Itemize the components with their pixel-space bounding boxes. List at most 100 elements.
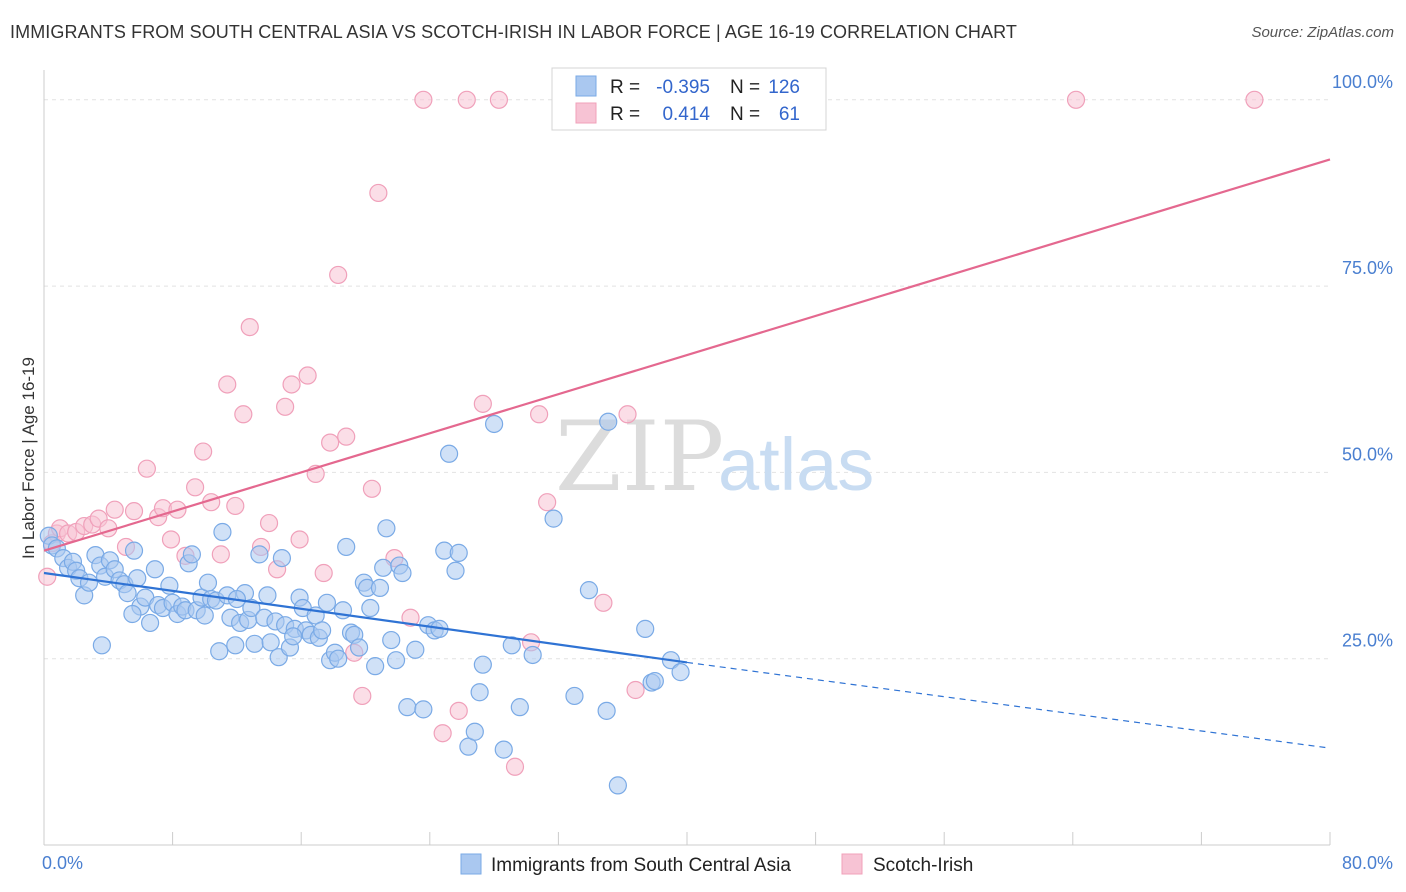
scotch-irish-point [161, 530, 181, 549]
y-tick-labels: 25.0% 50.0% 75.0% 100.0% [1332, 72, 1393, 651]
scotch-irish-point [234, 405, 253, 424]
scotch-irish-point [276, 397, 295, 416]
x-tick-label-min: 0.0% [42, 853, 83, 873]
south-central-asia-point [671, 663, 690, 682]
legend-box [551, 67, 827, 131]
legend-n-label: N = [730, 104, 760, 125]
south-central-asia-point [140, 613, 160, 633]
scotch-irish-point [314, 563, 333, 583]
south-central-asia-point [317, 593, 337, 612]
south-central-asia-point [386, 651, 406, 670]
south-central-asia-point [118, 584, 137, 603]
scotch-irish-point [298, 366, 317, 385]
south-central-asia-point [272, 549, 292, 568]
south-central-asia-point [182, 545, 201, 564]
south-central-asia-point [485, 414, 504, 434]
scotch-irish-point [594, 593, 613, 612]
scotch-irish-point [530, 405, 549, 424]
legend-swatch-pink [575, 102, 597, 124]
scotch-irish-trend-line [43, 158, 1331, 552]
source-label: Source: ZipAtlas.com [1251, 24, 1394, 41]
south-central-asia-point [329, 649, 348, 668]
series-legend: Immigrants from South Central Asia Scotc… [460, 853, 973, 876]
scotch-irish-point [362, 479, 382, 498]
south-central-asia-point [145, 560, 165, 579]
scotch-irish-point [259, 513, 279, 533]
south-central-asia-point [565, 686, 584, 706]
scotch-irish-point [414, 90, 433, 109]
south-central-asia-point [92, 636, 111, 655]
scotch-irish-point [321, 433, 340, 452]
south-central-asia-point [439, 444, 459, 463]
south-central-asia-point [597, 701, 616, 720]
legend-r-label: R = [610, 104, 640, 125]
south-central-asia-point [79, 573, 99, 592]
south-central-asia-point [414, 700, 433, 719]
scotch-irish-point [137, 459, 156, 478]
scotch-irish-point [194, 442, 213, 461]
legend-n-value: 61 [779, 104, 800, 125]
south-central-asia-point [446, 561, 465, 580]
scotch-irish-point [105, 500, 124, 519]
south-central-asia-point [226, 636, 245, 655]
south-central-asia-point [242, 598, 261, 618]
scotch-irish-point [353, 686, 372, 706]
south-central-asia-point [382, 630, 401, 650]
scotch-irish-point [626, 680, 645, 700]
scotch-irish-point [369, 183, 388, 203]
series-swatch-blue [460, 853, 482, 875]
south-central-asia-point [250, 545, 269, 564]
south-central-asia-point [123, 604, 142, 624]
watermark-atlas: atlas [718, 423, 874, 506]
south-central-asia-point [608, 776, 627, 795]
legend-r-value: -0.395 [656, 77, 710, 98]
scotch-irish-point [505, 757, 525, 776]
south-central-asia-point [366, 657, 385, 676]
south-central-asia-point [124, 541, 144, 560]
scotch-irish-point [226, 496, 245, 516]
scotch-irish-point [618, 405, 637, 424]
south-central-asia-point [361, 598, 380, 618]
south-central-asia-point [370, 578, 390, 598]
south-central-asia-point [523, 645, 542, 665]
scotch-irish-point [240, 317, 259, 337]
scotch-irish-point [124, 502, 144, 521]
scotch-irish-point [1245, 90, 1264, 109]
south-central-asia-point [312, 621, 332, 640]
south-central-asia-point [377, 519, 396, 538]
y-tick-label: 50.0% [1342, 444, 1393, 464]
south-central-asia-point [470, 683, 489, 702]
scotch-irish-point [186, 478, 205, 497]
scotch-irish-point [473, 394, 492, 413]
y-tick-label: 25.0% [1342, 631, 1393, 651]
scotch-irish-point [218, 375, 237, 394]
series-swatch-pink [841, 853, 863, 875]
scotch-irish-point [282, 375, 301, 394]
watermark-zip: ZIP [555, 401, 724, 513]
south-central-asia-point [636, 619, 655, 638]
scotch-irish-point [211, 545, 230, 564]
scotch-irish-point [401, 608, 420, 627]
south-central-asia-point [198, 573, 218, 592]
south-central-asia-point [393, 563, 412, 583]
south-central-asia-point [195, 606, 214, 625]
legend-swatch-blue [575, 75, 597, 97]
south-central-asia-trend-line [43, 571, 688, 664]
scotch-irish-points [38, 90, 1264, 776]
chart-title: IMMIGRANTS FROM SOUTH CENTRAL ASIA VS SC… [10, 22, 1017, 42]
series-label-scotch-irish: Scotch-Irish [873, 855, 973, 876]
scotch-irish-point [38, 567, 57, 586]
south-central-asia-point [449, 543, 468, 562]
south-central-asia-points [39, 412, 690, 795]
south-central-asia-point [599, 412, 618, 431]
south-central-asia-point [284, 627, 303, 646]
scotch-irish-point [329, 265, 348, 285]
south-central-asia-point [261, 633, 280, 652]
south-central-asia-point [579, 581, 599, 600]
correlation-legend: R = -0.395 N = 126 R = 0.414 N = 61 [551, 67, 827, 131]
scotch-irish-point [457, 90, 476, 109]
south-central-asia-point [494, 740, 513, 759]
gridlines [44, 99, 1330, 660]
trend-lines [43, 158, 1331, 749]
